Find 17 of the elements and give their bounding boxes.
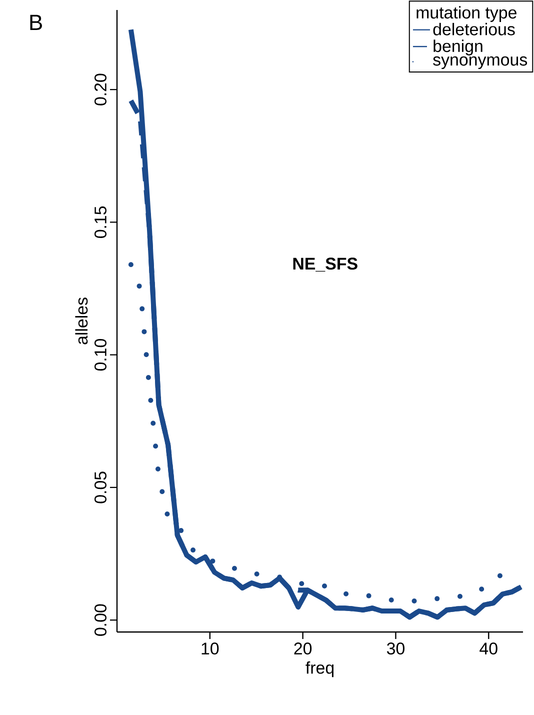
x-tick-label: 40 — [480, 642, 498, 655]
annotation: NE_SFS — [293, 258, 358, 272]
legend-label: benign — [434, 40, 482, 56]
legend-title: mutation type — [416, 6, 516, 22]
y-tick-label: 0.20 — [94, 74, 106, 106]
text: B — [30, 14, 42, 30]
legend-label: synonymous — [433, 56, 528, 70]
x-axis-title: freq — [306, 661, 334, 678]
y-tick-label: 0.10 — [94, 338, 106, 371]
legend-label: deleterious — [433, 22, 515, 36]
y-tick-label: 0.00 — [94, 604, 106, 636]
y-axis-title: alleles — [75, 298, 88, 344]
x-tick-label: 20 — [294, 642, 312, 655]
x-tick-label: 30 — [386, 642, 404, 655]
y-tick-label: 0.05 — [94, 472, 106, 504]
y-tick-label: 0.15 — [94, 206, 106, 238]
x-tick-label: 10 — [202, 642, 219, 655]
